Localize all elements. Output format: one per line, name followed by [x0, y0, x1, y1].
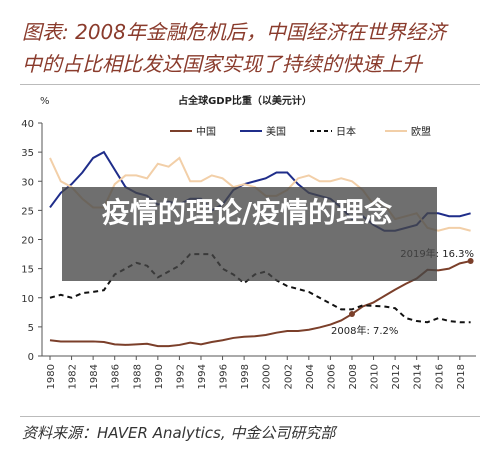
overlay-text: 疫情的理论/疫情的理念: [101, 196, 393, 229]
x-tick-label: 2012: [391, 364, 402, 389]
legend-label: 美国: [266, 125, 286, 138]
y-tick-label: 10: [21, 294, 34, 305]
header-line: 中的占比相比发达国家实现了持续的快速上升: [22, 52, 422, 76]
overlay: 疫情的理论/疫情的理念: [62, 187, 437, 281]
annotation: 2008年: 7.2%: [331, 324, 398, 337]
x-tick-label: 1984: [89, 364, 100, 389]
y-tick-label: 30: [21, 177, 34, 188]
x-tick-label: 2002: [283, 364, 294, 389]
x-tick-label: 1986: [111, 364, 122, 389]
header-line: 图表: 2008年金融危机后，中国经济在世界经济: [22, 20, 446, 44]
x-tick-label: 1998: [240, 364, 251, 389]
y-tick-label: 5: [28, 323, 34, 334]
x-tick-label: 2004: [305, 364, 316, 389]
y-tick-label: 0: [28, 352, 34, 363]
series-line: [49, 260, 471, 348]
y-tick-label: 15: [21, 265, 34, 276]
x-tick-label: 2000: [262, 364, 273, 389]
x-tick-label: 1988: [132, 364, 143, 389]
x-tick-label: 2016: [434, 364, 445, 389]
x-tick-label: 2008: [348, 364, 359, 389]
x-tick-label: 2010: [370, 364, 381, 389]
x-tick-label: 1982: [68, 364, 79, 389]
x-tick-label: 1996: [219, 364, 230, 389]
x-tick-label: 1994: [197, 364, 208, 389]
legend-label: 中国: [196, 125, 216, 138]
y-tick-label: 40: [21, 119, 34, 130]
x-tick-label: 1992: [175, 364, 186, 389]
divider: [20, 416, 480, 417]
x-tick-label: 1990: [154, 364, 165, 389]
divider: [20, 84, 480, 85]
y-axis-label: %: [40, 96, 50, 107]
x-tick-label: 1980: [46, 364, 57, 389]
y-tick-label: 20: [21, 236, 34, 247]
x-tick-label: 2006: [326, 364, 337, 389]
legend-label: 欧盟: [411, 126, 431, 138]
y-tick-label: 35: [21, 148, 34, 159]
x-tick-label: 2014: [413, 364, 424, 389]
y-tick-label: 25: [21, 206, 34, 217]
source: 资料来源：HAVER Analytics, 中金公司研究部: [22, 424, 336, 442]
annotation-point: [467, 258, 474, 265]
chart-title: 占全球GDP比重（以美元计）: [178, 94, 312, 107]
legend-label: 日本: [336, 125, 356, 138]
x-tick-label: 2018: [456, 364, 467, 389]
annotation-point: [348, 311, 355, 318]
